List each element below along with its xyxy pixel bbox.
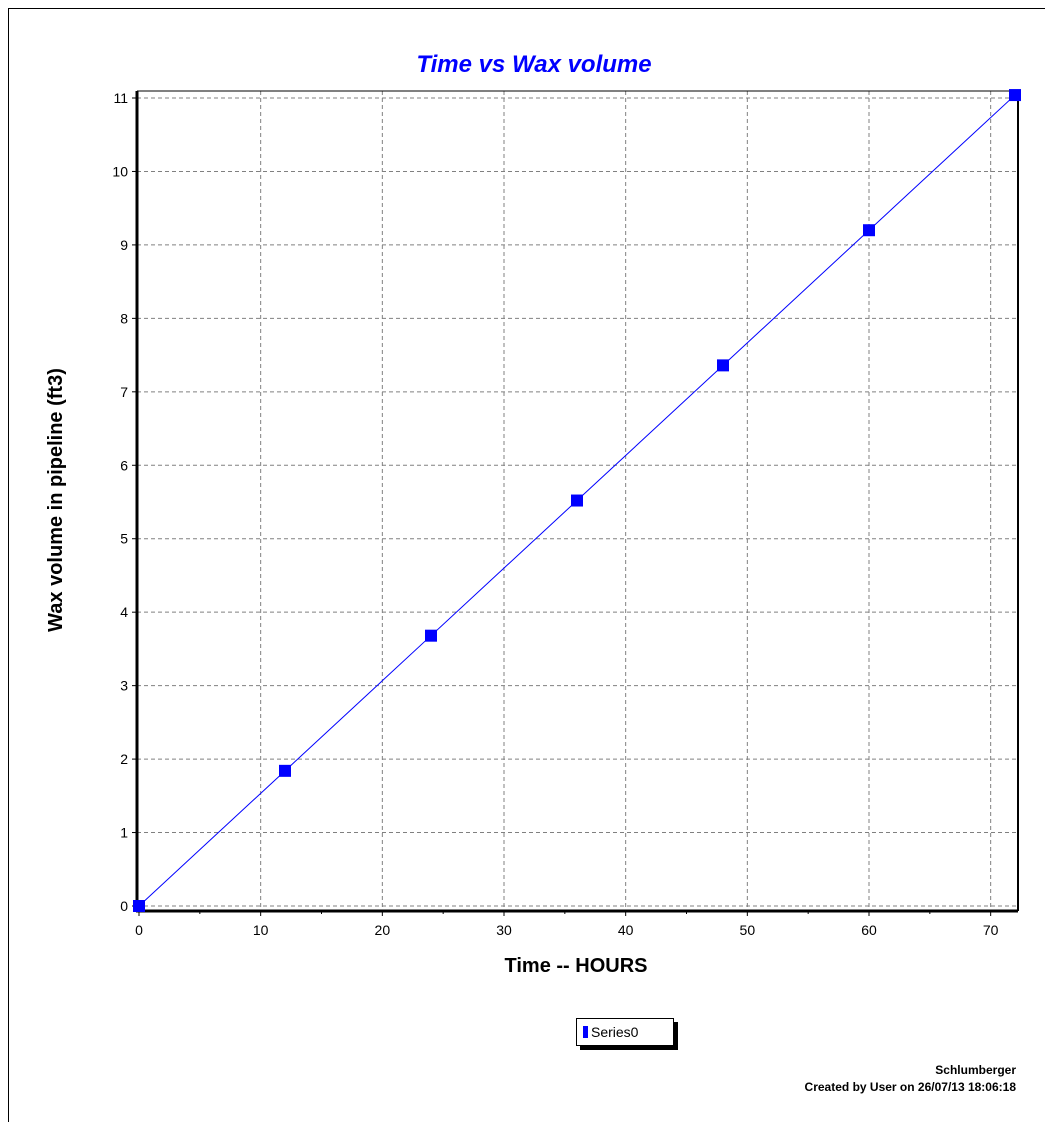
data-point (1009, 89, 1021, 102)
x-tick-label: 30 (496, 922, 512, 938)
y-tick-label: 8 (120, 310, 128, 326)
legend-swatch (583, 1026, 588, 1038)
y-tick-label: 9 (120, 237, 128, 253)
x-tick-label: 20 (375, 922, 391, 938)
y-tick-label: 3 (120, 678, 128, 694)
x-tick-label: 50 (740, 922, 756, 938)
x-tick-label: 70 (983, 922, 999, 938)
y-tick-label: 10 (112, 163, 128, 179)
y-tick-label: 2 (120, 751, 128, 767)
x-axis-label: Time -- HOURS (505, 955, 648, 977)
series-group (133, 89, 1021, 912)
x-tick-label: 60 (861, 922, 877, 938)
data-point (863, 224, 875, 237)
y-tick-label: 1 (120, 825, 128, 841)
data-point (279, 764, 291, 777)
y-axis-label: Wax volume in pipeline (ft3) (45, 368, 67, 632)
x-tick-label: 0 (135, 922, 143, 938)
data-point (425, 629, 437, 642)
data-point (133, 900, 145, 912)
footer-company: Schlumberger (935, 1063, 1016, 1077)
y-tick-labels: 0 1 2 3 4 5 6 7 8 9 10 11 (112, 90, 128, 914)
legend-label: Series0 (591, 1024, 639, 1040)
legend: Series0 (576, 1018, 674, 1046)
y-tick-label: 11 (113, 90, 128, 106)
y-tick-label: 6 (120, 457, 128, 473)
axes (132, 90, 1019, 916)
data-point (717, 359, 729, 372)
y-tick-label: 0 (120, 898, 128, 914)
y-tick-label: 7 (120, 384, 128, 400)
y-tick-label: 4 (120, 604, 128, 620)
footer: Schlumberger Created by User on 26/07/13… (805, 1062, 1016, 1096)
footer-created: Created by User on 26/07/13 18:06:18 (804, 1080, 1016, 1094)
x-tick-label: 40 (618, 922, 634, 938)
chart-frame (8, 8, 1045, 1122)
x-tick-label: 10 (253, 922, 269, 938)
chart-title: Time vs Wax volume (416, 51, 651, 78)
y-tick-label: 5 (120, 531, 128, 547)
x-tick-labels: 0 10 20 30 40 50 60 70 (135, 922, 999, 938)
grid-lines (137, 91, 1018, 911)
data-point (571, 494, 583, 507)
